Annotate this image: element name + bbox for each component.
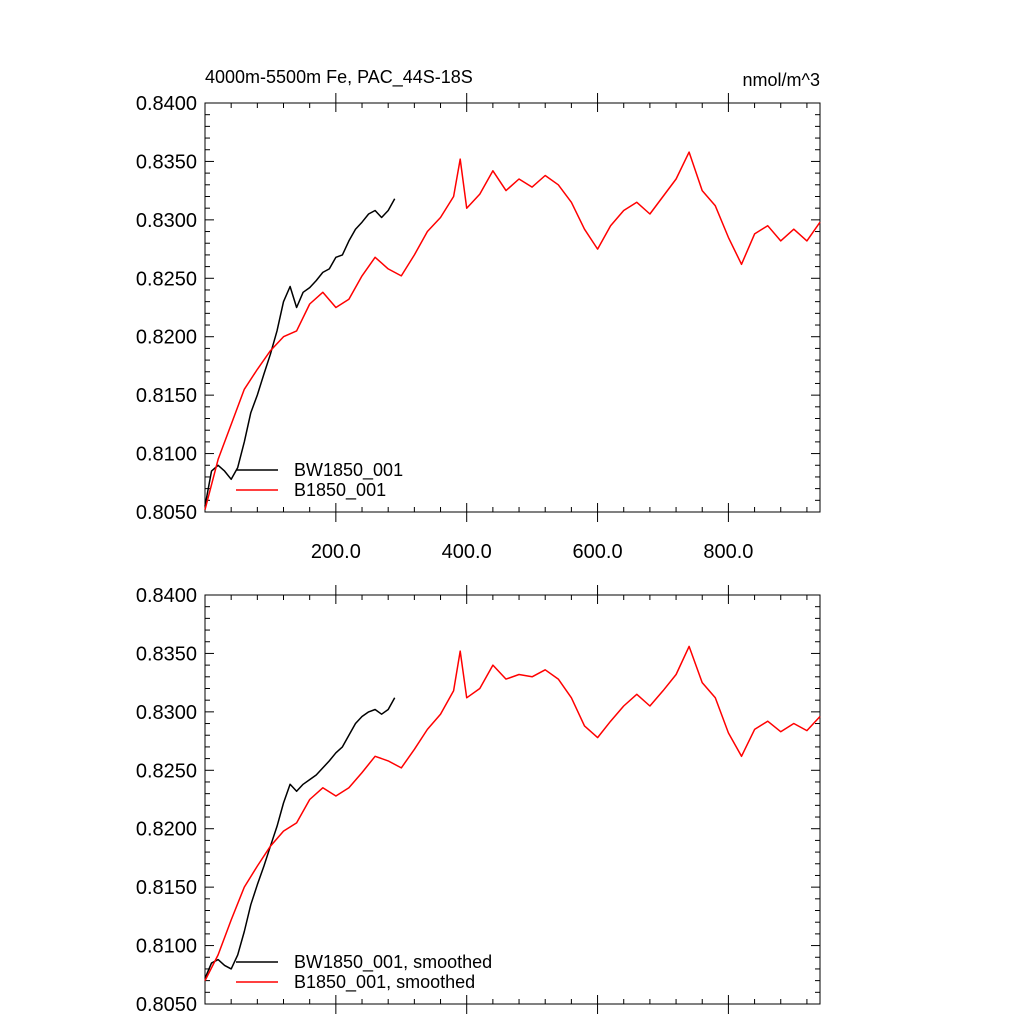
bottom-panel: 0.8050 0.8100 0.8150 0.8200 0.8250 0.8300 0.83… bbox=[136, 585, 821, 1016]
plot-frame bbox=[204, 594, 821, 1005]
y-tick-label: 0.8350 bbox=[136, 643, 197, 665]
y-tick-label: 0.8100 bbox=[136, 936, 197, 958]
legend-label: B1850_001 bbox=[294, 480, 386, 501]
y-tick-label: 0.8400 bbox=[136, 93, 197, 115]
legend-label: BW1850_001, smoothed bbox=[294, 952, 492, 973]
series-line-1 bbox=[204, 645, 821, 981]
y-tick-label: 0.8200 bbox=[136, 327, 197, 349]
y-tick-label: 0.8050 bbox=[136, 502, 197, 524]
bottom-axes: 0.8050 0.8100 0.8150 0.8200 0.8250 0.8300 0.83… bbox=[136, 585, 821, 1016]
units-label: nmol/m^3 bbox=[743, 70, 820, 90]
top-series-lines bbox=[204, 151, 821, 510]
top-axes: 0.8050 0.8100 0.8150 0.8200 0.8250 0.8300 0.83… bbox=[136, 93, 821, 563]
chart-title: 4000m-5500m Fe, PAC_44S-18S bbox=[205, 67, 473, 88]
y-tick-label: 0.8300 bbox=[136, 210, 197, 232]
series-line-1 bbox=[204, 151, 821, 510]
y-tick-label: 0.8200 bbox=[136, 819, 197, 841]
y-tick-label: 0.8150 bbox=[136, 385, 197, 407]
top-panel: 4000m-5500m Fe, PAC_44S-18S nmol/m^3 0.8… bbox=[136, 67, 821, 563]
x-tick-label: 800.0 bbox=[703, 541, 753, 563]
series-line-0 bbox=[204, 697, 396, 979]
y-tick-label: 0.8300 bbox=[136, 702, 197, 724]
plot-frame bbox=[204, 102, 821, 513]
bottom-series-lines bbox=[204, 645, 821, 981]
y-tick-label: 0.8250 bbox=[136, 268, 197, 290]
x-tick-label: 600.0 bbox=[573, 541, 623, 563]
y-tick-label: 0.8100 bbox=[136, 444, 197, 466]
y-tick-label: 0.8150 bbox=[136, 877, 197, 899]
x-tick-label: 200.0 bbox=[311, 541, 361, 563]
y-tick-label: 0.8350 bbox=[136, 151, 197, 173]
legend-label: B1850_001, smoothed bbox=[294, 972, 475, 993]
legend-label: BW1850_001 bbox=[294, 460, 403, 481]
y-tick-label: 0.8050 bbox=[136, 994, 197, 1016]
y-tick-label: 0.8250 bbox=[136, 760, 197, 782]
x-tick-label: 400.0 bbox=[442, 541, 492, 563]
y-tick-label: 0.8400 bbox=[136, 585, 197, 607]
